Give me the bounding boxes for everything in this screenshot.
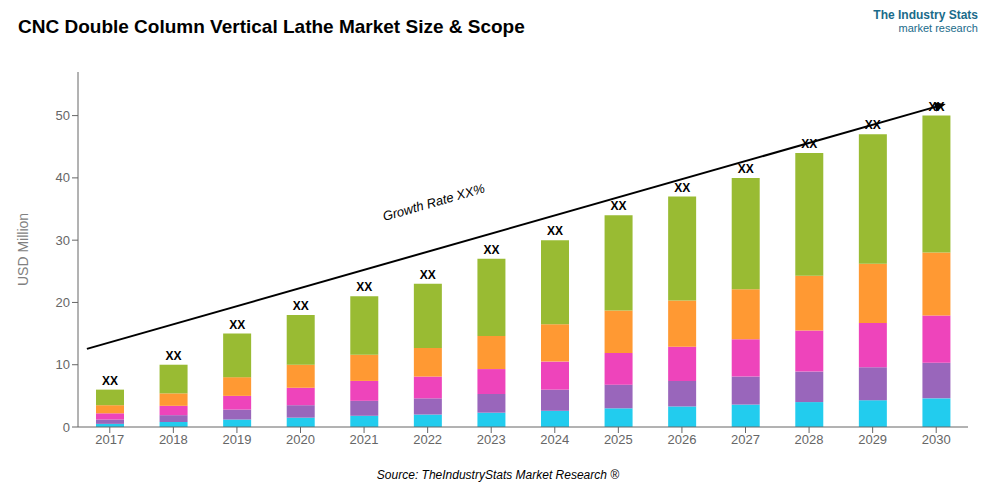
svg-text:XX: XX xyxy=(801,137,817,151)
svg-text:XX: XX xyxy=(928,100,944,114)
svg-text:XX: XX xyxy=(356,280,372,294)
svg-text:0: 0 xyxy=(63,420,70,435)
svg-text:2017: 2017 xyxy=(95,432,124,447)
svg-text:20: 20 xyxy=(56,295,70,310)
svg-text:10: 10 xyxy=(56,357,70,372)
svg-text:2018: 2018 xyxy=(159,432,188,447)
svg-text:XX: XX xyxy=(865,118,881,132)
svg-text:Growth Rate XX%: Growth Rate XX% xyxy=(381,181,487,224)
svg-text:XX: XX xyxy=(611,199,627,213)
svg-text:2023: 2023 xyxy=(477,432,506,447)
svg-text:XX: XX xyxy=(674,181,690,195)
svg-text:XX: XX xyxy=(293,299,309,313)
svg-text:XX: XX xyxy=(738,162,754,176)
svg-text:2020: 2020 xyxy=(286,432,315,447)
svg-text:XX: XX xyxy=(166,349,182,363)
svg-text:30: 30 xyxy=(56,233,70,248)
svg-text:XX: XX xyxy=(229,318,245,332)
svg-text:2030: 2030 xyxy=(922,432,951,447)
svg-text:XX: XX xyxy=(547,224,563,238)
svg-text:50: 50 xyxy=(56,108,70,123)
svg-text:2021: 2021 xyxy=(350,432,379,447)
svg-text:2026: 2026 xyxy=(667,432,696,447)
svg-text:2027: 2027 xyxy=(731,432,760,447)
svg-text:2024: 2024 xyxy=(540,432,569,447)
svg-text:2019: 2019 xyxy=(222,432,251,447)
svg-text:2022: 2022 xyxy=(413,432,442,447)
svg-text:XX: XX xyxy=(483,243,499,257)
html-text:CNC Double Column Vertical Lat: CNC Double Column Vertical Lathe Market … xyxy=(18,16,525,37)
svg-text:XX: XX xyxy=(420,268,436,282)
svg-text:USD Million: USD Million xyxy=(15,213,31,286)
html-text:The Industry Stats: The Industry Stats xyxy=(873,8,978,22)
svg-text:2029: 2029 xyxy=(858,432,887,447)
html-text:Source: TheIndustryStats Marke: Source: TheIndustryStats Market Research… xyxy=(376,468,620,482)
svg-text:40: 40 xyxy=(56,170,70,185)
svg-text:2028: 2028 xyxy=(795,432,824,447)
html-text:market research: market research xyxy=(898,22,978,34)
svg-text:XX: XX xyxy=(102,374,118,388)
svg-text:2025: 2025 xyxy=(604,432,633,447)
